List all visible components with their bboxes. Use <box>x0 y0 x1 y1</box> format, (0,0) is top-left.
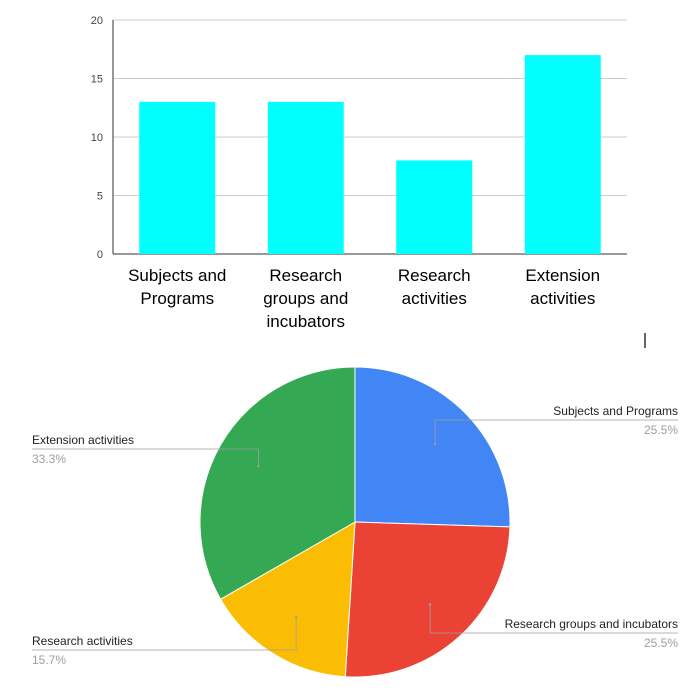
bar <box>524 55 601 254</box>
y-tick-label: 20 <box>91 15 103 27</box>
pie-slices <box>199 366 511 678</box>
pie-labels: Subjects and Programs 25.5% Research group… <box>32 404 678 667</box>
x-category-label: Research <box>269 266 342 285</box>
pie-slice <box>199 366 356 600</box>
y-tick-label: 5 <box>97 191 103 203</box>
pie-leader-dot <box>433 443 437 446</box>
bar-chart: 0 5 10 15 20 Subjects and Programs Research gro… <box>91 15 627 331</box>
pie-label: Extension activities <box>32 433 134 447</box>
x-category-label: Programs <box>140 289 214 308</box>
pie-label: Research groups and incubators <box>505 617 678 631</box>
pie-slice <box>354 366 511 528</box>
pie-percent-label: 25.5% <box>644 423 678 437</box>
bar-series <box>139 55 601 255</box>
x-category-label: activities <box>530 289 595 308</box>
bar <box>396 160 473 254</box>
pie-leader-dot <box>257 464 260 468</box>
pie-label: Research activities <box>32 634 133 648</box>
pie-leader-dot <box>428 603 432 606</box>
pie-percent-label: 33.3% <box>32 452 66 466</box>
pie-leader-line <box>434 419 678 445</box>
x-category-label: groups and <box>263 289 348 308</box>
x-category-label: Subjects and <box>128 266 226 285</box>
pie-chart: Subjects and Programs 25.5% Research group… <box>32 366 678 678</box>
bar <box>139 101 216 255</box>
y-tick-label: 10 <box>91 132 103 144</box>
pie-leader-line <box>429 604 678 634</box>
bar <box>267 101 344 255</box>
y-tick-label: 15 <box>91 74 103 86</box>
pie-leader-dot <box>294 615 298 618</box>
x-category-label: Extension <box>525 266 600 285</box>
pie-percent-label: 15.7% <box>32 653 66 667</box>
pie-leader-lines <box>32 419 678 651</box>
x-category-label: incubators <box>267 312 345 331</box>
pie-percent-label: 25.5% <box>644 636 678 650</box>
bar-y-axis-ticks: 0 5 10 15 20 <box>91 15 103 261</box>
pie-leader-line <box>32 616 297 651</box>
x-category-label: Research <box>398 266 471 285</box>
pie-leader-line <box>32 448 259 467</box>
pie-slice <box>344 521 511 678</box>
pie-label: Subjects and Programs <box>553 404 678 418</box>
pie-slice <box>219 521 356 678</box>
x-category-label: activities <box>402 289 467 308</box>
bar-x-axis-labels: Subjects and Programs Research groups and in… <box>128 266 600 331</box>
y-tick-label: 0 <box>97 249 103 261</box>
